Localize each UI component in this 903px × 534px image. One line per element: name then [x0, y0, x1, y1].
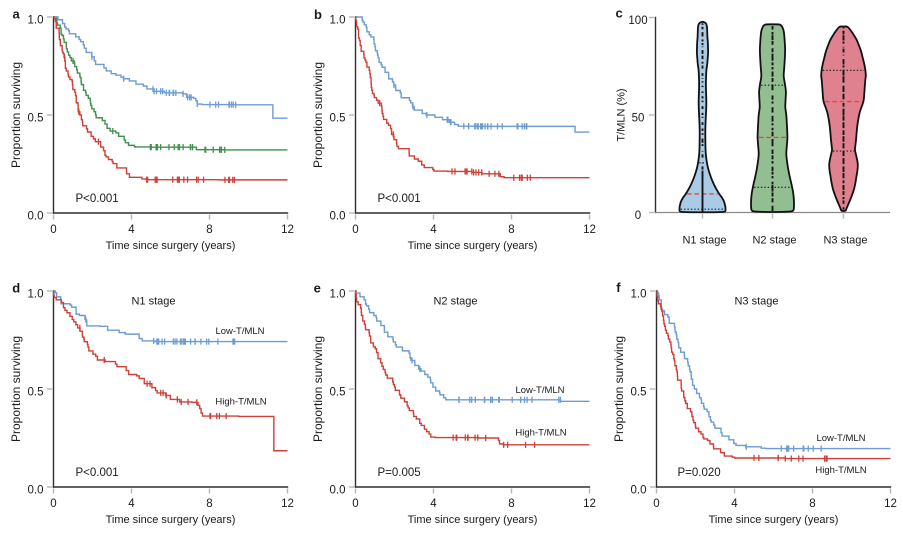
svg-text:Proportion surviving: Proportion surviving [311, 336, 325, 442]
svg-text:Proportion surviving: Proportion surviving [9, 62, 23, 168]
svg-text:0: 0 [352, 498, 358, 510]
svg-text:N3 stage: N3 stage [734, 296, 778, 308]
svg-text:0.0: 0.0 [631, 484, 647, 496]
svg-text:1.0: 1.0 [28, 14, 44, 26]
svg-text:12: 12 [583, 224, 596, 236]
svg-text:High-T/MLN: High-T/MLN [815, 465, 866, 476]
svg-text:50: 50 [632, 112, 645, 124]
svg-text:P=0.005: P=0.005 [378, 467, 421, 479]
svg-text:12: 12 [281, 224, 294, 236]
svg-text:Time since surgery (years): Time since surgery (years) [106, 240, 236, 252]
svg-text:12: 12 [884, 498, 897, 510]
svg-text:4: 4 [430, 498, 437, 510]
svg-text:f: f [616, 280, 621, 295]
svg-text:Time since surgery (years): Time since surgery (years) [408, 514, 538, 526]
svg-text:8: 8 [809, 498, 815, 510]
svg-text:0.0: 0.0 [28, 210, 44, 222]
svg-text:0.5: 0.5 [631, 386, 647, 398]
svg-text:0.0: 0.0 [330, 210, 346, 222]
svg-text:N2 stage: N2 stage [752, 235, 796, 247]
svg-text:100: 100 [628, 15, 647, 27]
svg-text:1.0: 1.0 [28, 288, 44, 300]
svg-text:a: a [13, 7, 21, 22]
svg-text:P<0.001: P<0.001 [76, 467, 119, 479]
svg-text:8: 8 [206, 224, 212, 236]
svg-text:0: 0 [50, 224, 56, 236]
svg-text:d: d [12, 281, 20, 296]
svg-text:0: 0 [653, 498, 659, 510]
svg-text:4: 4 [128, 224, 135, 236]
svg-text:0.0: 0.0 [28, 484, 44, 496]
svg-text:0.0: 0.0 [330, 484, 346, 496]
svg-text:1.0: 1.0 [330, 288, 346, 300]
svg-text:0: 0 [635, 210, 641, 222]
svg-text:Time since surgery (years): Time since surgery (years) [408, 240, 538, 252]
svg-text:Proportion surviving: Proportion surviving [9, 336, 23, 442]
svg-text:8: 8 [206, 498, 212, 510]
svg-text:N3 stage: N3 stage [823, 235, 867, 247]
svg-text:12: 12 [583, 498, 596, 510]
svg-text:1.0: 1.0 [631, 288, 647, 300]
svg-text:Low-T/MLN: Low-T/MLN [816, 433, 865, 444]
svg-text:0.5: 0.5 [330, 112, 346, 124]
svg-text:P<0.001: P<0.001 [76, 193, 119, 205]
svg-text:N1 stage: N1 stage [131, 296, 175, 308]
svg-text:c: c [616, 6, 623, 21]
svg-text:Low-T/MLN: Low-T/MLN [515, 385, 564, 396]
svg-text:4: 4 [128, 498, 135, 510]
svg-text:0.5: 0.5 [28, 386, 44, 398]
svg-text:b: b [314, 7, 322, 22]
svg-text:P<0.001: P<0.001 [378, 193, 421, 205]
svg-text:N1 stage: N1 stage [682, 235, 726, 247]
svg-text:12: 12 [281, 498, 294, 510]
svg-text:Time since surgery (years): Time since surgery (years) [709, 514, 839, 526]
svg-text:4: 4 [430, 224, 437, 236]
svg-text:0.5: 0.5 [28, 112, 44, 124]
svg-text:High-T/MLN: High-T/MLN [515, 428, 566, 439]
svg-text:e: e [314, 281, 321, 296]
svg-text:4: 4 [731, 498, 738, 510]
svg-text:0: 0 [352, 224, 358, 236]
svg-text:0: 0 [50, 498, 56, 510]
svg-text:T/MLN (%): T/MLN (%) [616, 88, 628, 141]
svg-text:Proportion surviving: Proportion surviving [311, 62, 325, 168]
svg-text:P=0.020: P=0.020 [678, 467, 721, 479]
svg-text:8: 8 [508, 498, 514, 510]
svg-text:0.5: 0.5 [330, 386, 346, 398]
svg-text:High-T/MLN: High-T/MLN [215, 397, 266, 408]
svg-text:Low-T/MLN: Low-T/MLN [215, 326, 264, 337]
svg-text:Time since surgery (years): Time since surgery (years) [106, 514, 236, 526]
svg-text:N2 stage: N2 stage [433, 296, 477, 308]
svg-text:8: 8 [508, 224, 514, 236]
svg-text:1.0: 1.0 [330, 14, 346, 26]
svg-text:Proportion surviving: Proportion surviving [612, 336, 626, 442]
